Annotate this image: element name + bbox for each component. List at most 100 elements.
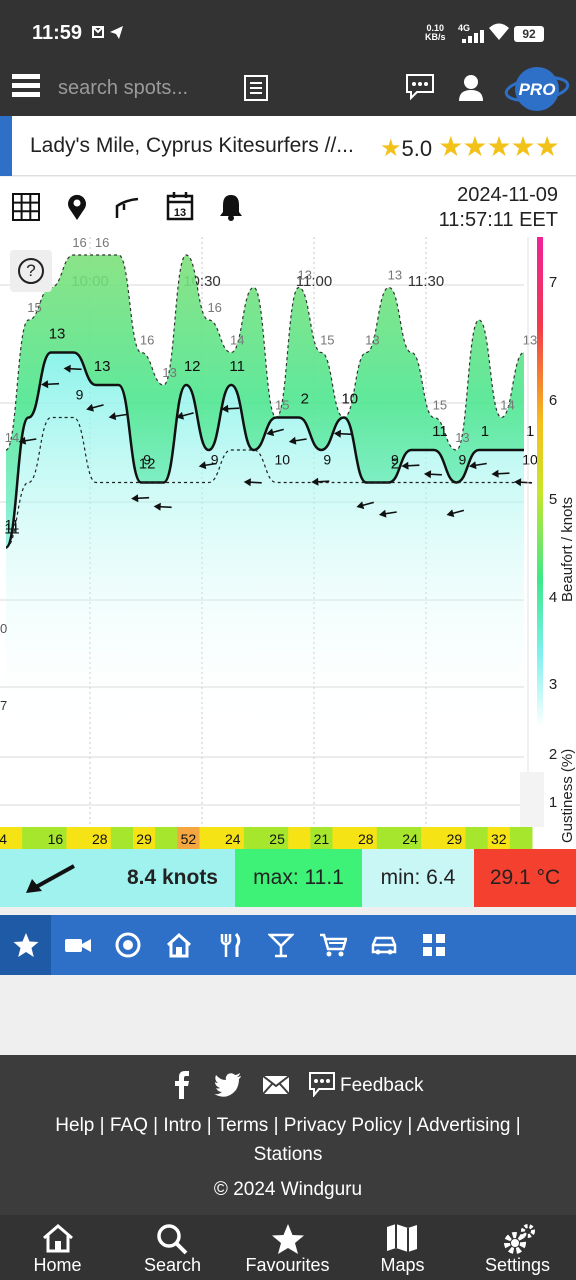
gust-value-label: 15 bbox=[433, 398, 447, 413]
wifi-icon bbox=[489, 23, 509, 40]
link-stations[interactable]: Stations bbox=[253, 1144, 323, 1165]
target-icon bbox=[115, 932, 141, 958]
arrow-head bbox=[153, 502, 161, 511]
gustiness-cell bbox=[465, 827, 489, 849]
wind-direction-arrow bbox=[356, 501, 375, 510]
average-value-label: 12 bbox=[139, 456, 156, 473]
arrow-head bbox=[378, 509, 387, 518]
chart-help-button[interactable]: ? bbox=[10, 250, 52, 292]
gust-value-label: 14 bbox=[5, 430, 19, 445]
top-nav: PRO bbox=[0, 66, 576, 116]
nav-home[interactable]: Home bbox=[0, 1215, 115, 1280]
menu-icon[interactable] bbox=[12, 74, 40, 100]
category-rentals[interactable] bbox=[357, 915, 408, 975]
calendar-icon[interactable]: 13 bbox=[166, 191, 194, 221]
category-favourites[interactable] bbox=[0, 915, 51, 975]
svg-text:13: 13 bbox=[174, 207, 186, 219]
arrow-head bbox=[288, 436, 297, 445]
category-more[interactable] bbox=[408, 915, 459, 975]
spot-name[interactable]: Lady's Mile, Cyprus Kitesurfers //... bbox=[30, 134, 354, 157]
wind-speed-value: 8.4 knots bbox=[126, 866, 218, 889]
gustiness-cell bbox=[177, 827, 200, 849]
category-spots[interactable] bbox=[102, 915, 153, 975]
list-icon[interactable] bbox=[243, 74, 269, 102]
gustiness-axis-label: Gustiness (%) bbox=[559, 749, 576, 843]
category-bar bbox=[0, 915, 576, 975]
nav-favourites-label: Favourites bbox=[245, 1255, 330, 1275]
separator: | bbox=[515, 1115, 521, 1136]
nav-favourites[interactable]: Favourites bbox=[230, 1215, 345, 1280]
nav-maps[interactable]: Maps bbox=[345, 1215, 460, 1280]
link-advertising[interactable]: Advertising bbox=[416, 1115, 511, 1136]
station-icon[interactable] bbox=[114, 197, 140, 219]
gustiness-cell bbox=[66, 827, 90, 849]
gustiness-cell bbox=[243, 827, 267, 849]
wind-direction-arrow bbox=[333, 429, 352, 438]
nav-search[interactable]: Search bbox=[115, 1215, 230, 1280]
email-icon[interactable] bbox=[262, 1075, 290, 1095]
feedback-link[interactable]: Feedback bbox=[340, 1075, 424, 1096]
link-faq[interactable]: FAQ bbox=[109, 1115, 148, 1136]
search-input[interactable] bbox=[58, 72, 228, 104]
arrow-head bbox=[18, 436, 27, 445]
nav-maps-label: Maps bbox=[380, 1255, 425, 1275]
link-privacy-policy[interactable]: Privacy Policy bbox=[283, 1115, 403, 1136]
gustiness-value: 28 bbox=[92, 831, 108, 847]
pro-logo[interactable]: PRO bbox=[504, 66, 570, 112]
min-value-label: 9 bbox=[323, 452, 331, 468]
spot-header: Lady's Mile, Cyprus Kitesurfers //... ★5… bbox=[0, 116, 576, 176]
network-type: 4G bbox=[458, 23, 471, 33]
gust-value-label: 14 bbox=[500, 398, 514, 413]
category-accommodation[interactable] bbox=[153, 915, 204, 975]
chat-icon[interactable] bbox=[405, 73, 435, 101]
gustiness-value: 28 bbox=[358, 831, 374, 847]
average-value-label: 11 bbox=[229, 358, 245, 375]
social-links: Feedback bbox=[0, 1069, 576, 1103]
copyright: © 2024 Windguru bbox=[213, 1179, 363, 1200]
gust-value-label: 16 bbox=[140, 333, 154, 348]
location-pin-icon[interactable] bbox=[66, 193, 88, 221]
beaufort-tick-label: 4 bbox=[549, 589, 557, 606]
rating-value: 5.0 bbox=[401, 136, 433, 161]
arrow-head bbox=[401, 461, 409, 470]
arrow-head bbox=[423, 470, 432, 479]
twitter-icon[interactable] bbox=[214, 1073, 242, 1097]
min-value-label: 9 bbox=[391, 452, 399, 468]
min-value-label: 9 bbox=[211, 452, 219, 468]
category-webcams[interactable] bbox=[51, 915, 102, 975]
arrow-head bbox=[63, 364, 71, 373]
gust-value-label: 16 bbox=[72, 237, 86, 250]
gustiness-cell bbox=[288, 827, 311, 849]
wind-direction-arrow bbox=[18, 436, 37, 445]
x-tick-label: 11:00 bbox=[296, 273, 332, 290]
category-shops[interactable] bbox=[306, 915, 357, 975]
average-value-label: 12 bbox=[184, 358, 201, 375]
gustiness-value: 24 bbox=[225, 831, 241, 847]
beaufort-tick-label: 7 bbox=[549, 274, 557, 291]
arrow-head bbox=[131, 494, 139, 503]
wind-direction-arrow bbox=[86, 403, 104, 412]
gust-value-label: 16 bbox=[95, 237, 109, 250]
category-restaurants[interactable] bbox=[204, 915, 255, 975]
separator: | bbox=[99, 1115, 105, 1136]
arrow-head bbox=[356, 501, 365, 510]
wind-direction-arrow bbox=[41, 380, 60, 389]
category-bars[interactable] bbox=[255, 915, 306, 975]
gustiness-cell bbox=[399, 827, 422, 849]
wind-direction-arrow bbox=[131, 494, 150, 503]
wind-direction-arrow bbox=[221, 404, 240, 413]
facebook-icon[interactable] bbox=[174, 1071, 190, 1099]
link-intro[interactable]: Intro bbox=[163, 1115, 202, 1136]
min-value-label: 9 bbox=[143, 452, 151, 468]
user-icon[interactable] bbox=[458, 74, 484, 102]
gust-value-label: 13 bbox=[388, 268, 402, 283]
gust-value-label: 13 bbox=[365, 333, 379, 348]
bell-icon[interactable] bbox=[219, 193, 243, 221]
nav-settings[interactable]: Settings bbox=[460, 1215, 575, 1280]
average-value-label: 1 bbox=[481, 423, 489, 440]
feedback-icon[interactable] bbox=[308, 1071, 336, 1097]
link-help[interactable]: Help bbox=[55, 1115, 95, 1136]
link-terms[interactable]: Terms bbox=[216, 1115, 269, 1136]
grid-table-icon[interactable] bbox=[12, 193, 40, 221]
